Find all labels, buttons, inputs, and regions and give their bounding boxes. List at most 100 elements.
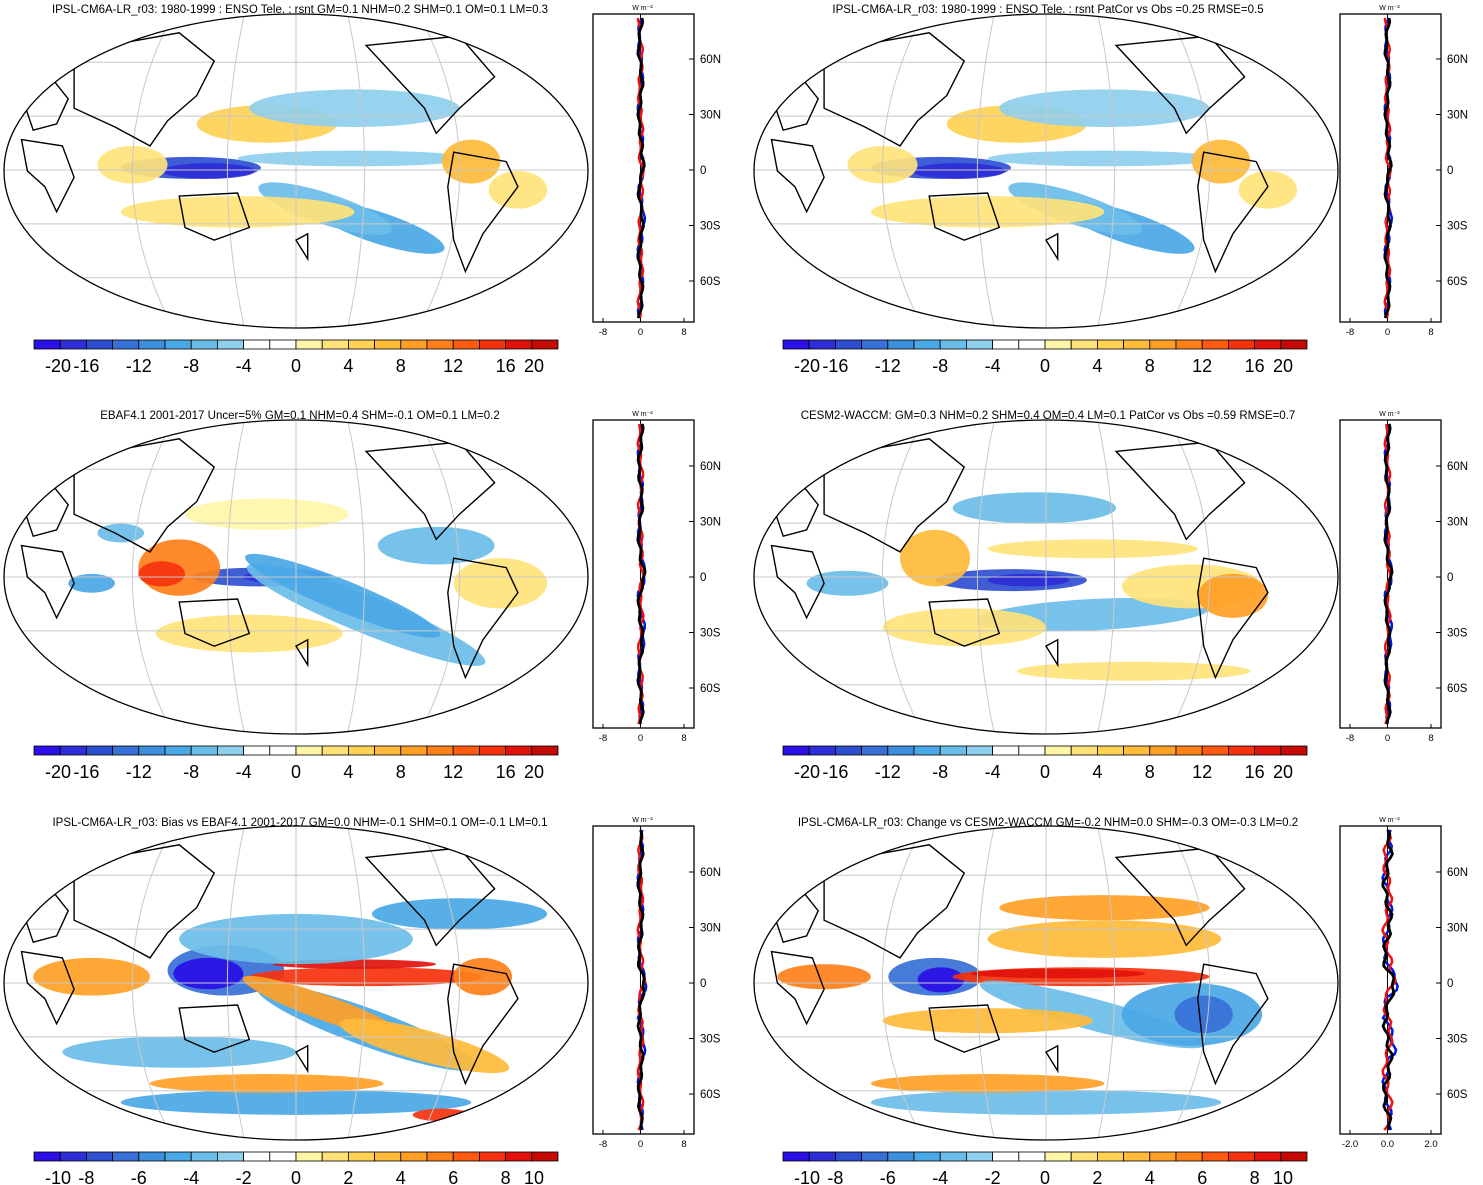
anomaly-region xyxy=(952,492,1117,524)
panel-title: IPSL-CM6A-LR_r03: 1980-1999 : ENSO Tele.… xyxy=(52,4,548,16)
anomaly-region xyxy=(237,150,472,167)
mean-profile-line xyxy=(1383,423,1394,725)
obs-profile-line xyxy=(636,423,645,725)
lat-label: 0 xyxy=(700,572,706,584)
colorbar-swatch xyxy=(86,339,114,350)
anomaly-region xyxy=(488,171,548,209)
colorbar-swatch xyxy=(59,339,87,350)
colorbar-label: 16 xyxy=(1245,356,1265,376)
colorbar-swatch xyxy=(269,339,297,350)
units-label: W m⁻² xyxy=(1379,5,1400,12)
colorbar-swatch xyxy=(1097,1151,1125,1162)
profile-x-label: -8 xyxy=(599,1139,607,1150)
colorbar-swatch xyxy=(33,745,61,756)
colorbar-label: 0 xyxy=(1040,762,1050,782)
colorbar-label: -8 xyxy=(932,356,948,376)
graticule xyxy=(754,420,1338,734)
profile-x-label: 8 xyxy=(681,327,686,338)
lat-label: 30N xyxy=(1447,517,1468,529)
colorbar-swatch xyxy=(112,745,140,756)
colorbar-swatch xyxy=(913,1151,941,1162)
anomaly-region xyxy=(882,608,1046,647)
colorbar-label: 4 xyxy=(1092,762,1102,782)
colorbar-swatch xyxy=(86,1151,114,1162)
profile-x-label: 0 xyxy=(638,327,643,338)
anomaly-region xyxy=(62,1036,296,1068)
colorbar-swatch xyxy=(295,745,323,756)
colorbar-label: 0 xyxy=(291,762,301,782)
colorbar-swatch xyxy=(1123,1151,1151,1162)
colorbar-swatch xyxy=(1044,339,1072,350)
colorbar-swatch xyxy=(374,745,402,756)
colorbar-swatch xyxy=(374,1151,402,1162)
colorbar-label: -20 xyxy=(794,356,820,376)
map-field xyxy=(754,826,1338,1140)
obs-profile-line xyxy=(1383,423,1392,725)
colorbar-swatch xyxy=(452,745,480,756)
lat-label: 30N xyxy=(1447,923,1468,935)
colorbar-label: -4 xyxy=(985,762,1001,782)
colorbar-label: -8 xyxy=(78,1168,94,1185)
colorbar-swatch xyxy=(1228,1151,1256,1162)
lat-label: 30S xyxy=(700,1034,721,1046)
graticule xyxy=(4,420,588,734)
anomaly-region xyxy=(33,957,150,996)
colorbar-label: -12 xyxy=(126,762,152,782)
lat-label: 60S xyxy=(700,276,721,288)
panel-title: IPSL-CM6A-LR_r03: 1980-1999 : ENSO Tele.… xyxy=(832,4,1263,16)
colorbar-swatch xyxy=(478,745,506,756)
colorbar-swatch xyxy=(861,339,889,350)
colorbar-label: 20 xyxy=(1273,356,1293,376)
colorbar-label: -20 xyxy=(45,356,71,376)
colorbar-label: 6 xyxy=(448,1168,458,1185)
colorbar-swatch xyxy=(347,1151,375,1162)
colorbar-swatch xyxy=(782,339,810,350)
colorbar: -10 -8 -6 -4 -2 0 2 4 6 8 10 xyxy=(782,1151,1308,1185)
anomaly-region xyxy=(870,196,1105,228)
units-label: W m⁻² xyxy=(632,5,653,12)
mean-profile-line xyxy=(636,423,647,725)
profile-x-label: 8 xyxy=(681,1139,686,1150)
colorbar-label: 0 xyxy=(1040,1168,1050,1185)
colorbar-swatch xyxy=(190,1151,218,1162)
panel-title: IPSL-CM6A-LR_r03: Change vs CESM2-WACCM … xyxy=(798,817,1298,829)
colorbar-swatch xyxy=(426,745,454,756)
colorbar-label: -4 xyxy=(236,762,252,782)
colorbar-swatch xyxy=(966,745,994,756)
colorbar-swatch xyxy=(138,1151,166,1162)
colorbar-swatch xyxy=(531,339,559,350)
anomaly-region xyxy=(1016,661,1251,681)
anomaly-region xyxy=(970,968,1146,979)
anomaly-region xyxy=(173,957,244,990)
colorbar-swatch xyxy=(243,339,271,350)
colorbar-swatch xyxy=(1149,745,1177,756)
lat-label: 60S xyxy=(700,683,721,695)
lat-label: 30S xyxy=(700,221,721,233)
graticule xyxy=(754,826,1338,1140)
colorbar-label: -8 xyxy=(183,762,199,782)
colorbar-label: -4 xyxy=(932,1168,948,1185)
colorbar-swatch xyxy=(347,339,375,350)
colorbar-label: 20 xyxy=(524,356,544,376)
map-field xyxy=(754,420,1338,734)
colorbar-swatch xyxy=(426,339,454,350)
anomaly-region xyxy=(987,573,1070,587)
anomaly-region xyxy=(1197,573,1268,618)
lat-label: 30S xyxy=(700,628,721,640)
profile-x-label: 8 xyxy=(1428,733,1433,744)
colorbar-label: -4 xyxy=(236,356,252,376)
anomaly-region xyxy=(987,150,1222,167)
colorbar-label: 16 xyxy=(496,356,516,376)
colorbar-swatch xyxy=(216,745,244,756)
colorbar-label: 2 xyxy=(343,1168,353,1185)
anomaly-region xyxy=(185,498,349,530)
colorbar-swatch xyxy=(1280,1151,1308,1162)
coastlines xyxy=(770,438,1269,680)
colorbar-label: 8 xyxy=(396,762,406,782)
map-outline xyxy=(3,13,589,329)
map-field xyxy=(4,14,588,328)
colorbar-swatch xyxy=(400,339,428,350)
colorbar-swatch xyxy=(1228,339,1256,350)
colorbar-swatch xyxy=(1070,745,1098,756)
anomaly-region xyxy=(917,967,965,993)
